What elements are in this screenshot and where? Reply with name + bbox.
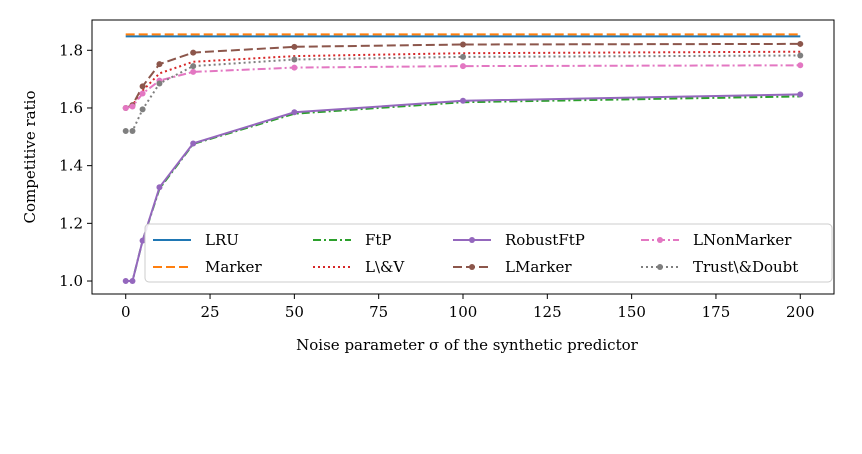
legend-label: RobustFtP: [505, 231, 585, 249]
data-point: [122, 128, 129, 135]
legend-marker: [469, 237, 475, 243]
series-line-7: [125, 54, 801, 132]
y-tick-label: 1.6: [59, 99, 83, 117]
x-axis-label: Noise parameter σ of the synthetic predi…: [296, 336, 638, 354]
legend-marker: [469, 264, 475, 270]
data-point: [156, 80, 163, 87]
legend-marker: [657, 237, 663, 243]
data-point: [129, 128, 136, 135]
data-point: [139, 83, 146, 90]
x-tick-label: 100: [449, 303, 478, 321]
data-point: [156, 61, 163, 68]
legend-label: LRU: [205, 231, 239, 249]
data-point: [190, 68, 197, 75]
data-point: [190, 49, 197, 56]
data-point: [129, 278, 136, 285]
y-axis: 1.0 1.2 1.4 1.6 1.8: [59, 41, 92, 290]
legend-label: FtP: [365, 231, 392, 249]
x-axis: 0 25 50 75 100 125 150 175 200: [121, 294, 815, 321]
data-point: [460, 53, 466, 60]
data-point: [460, 63, 466, 70]
series-line-6: [125, 64, 801, 109]
legend-marker: [657, 264, 663, 270]
legend-label: LMarker: [505, 258, 572, 276]
series-line-4: [125, 93, 801, 282]
data-point: [291, 56, 298, 63]
x-tick-label: 150: [617, 303, 646, 321]
data-point: [797, 52, 804, 59]
data-point: [139, 90, 146, 97]
x-tick-label: 200: [786, 303, 815, 321]
data-point: [122, 278, 129, 285]
data-point: [797, 40, 804, 47]
data-point: [139, 237, 146, 244]
data-point: [291, 43, 298, 50]
x-tick-label: 125: [533, 303, 562, 321]
x-tick-label: 175: [702, 303, 731, 321]
data-point: [190, 63, 197, 70]
legend-label: Marker: [205, 258, 262, 276]
y-tick-label: 1.4: [59, 157, 83, 175]
data-point: [460, 41, 466, 48]
data-point: [190, 140, 197, 147]
data-point: [797, 91, 804, 98]
x-tick-label: 25: [200, 303, 219, 321]
y-tick-label: 1.0: [59, 272, 83, 290]
data-point: [129, 103, 136, 110]
y-tick-label: 1.8: [59, 41, 83, 59]
x-tick-label: 50: [285, 303, 304, 321]
data-point: [460, 97, 466, 104]
y-axis-label: Competitive ratio: [21, 91, 39, 224]
data-point: [122, 104, 129, 111]
data-point: [156, 184, 163, 191]
y-tick-label: 1.2: [59, 214, 83, 232]
data-point: [291, 64, 298, 71]
legend: LRU Marker FtP L\&V RobustFtP LMarker LNonMark…: [144, 223, 833, 283]
x-tick-label: 75: [369, 303, 388, 321]
data-point: [291, 109, 298, 116]
data-point: [139, 106, 146, 113]
legend-label: L\&V: [365, 258, 405, 276]
series-layer: [122, 33, 804, 285]
data-point: [797, 62, 804, 69]
legend-label: LNonMarker: [693, 231, 792, 249]
x-tick-label: 0: [121, 303, 131, 321]
legend-label: Trust\&Doubt: [693, 258, 798, 276]
